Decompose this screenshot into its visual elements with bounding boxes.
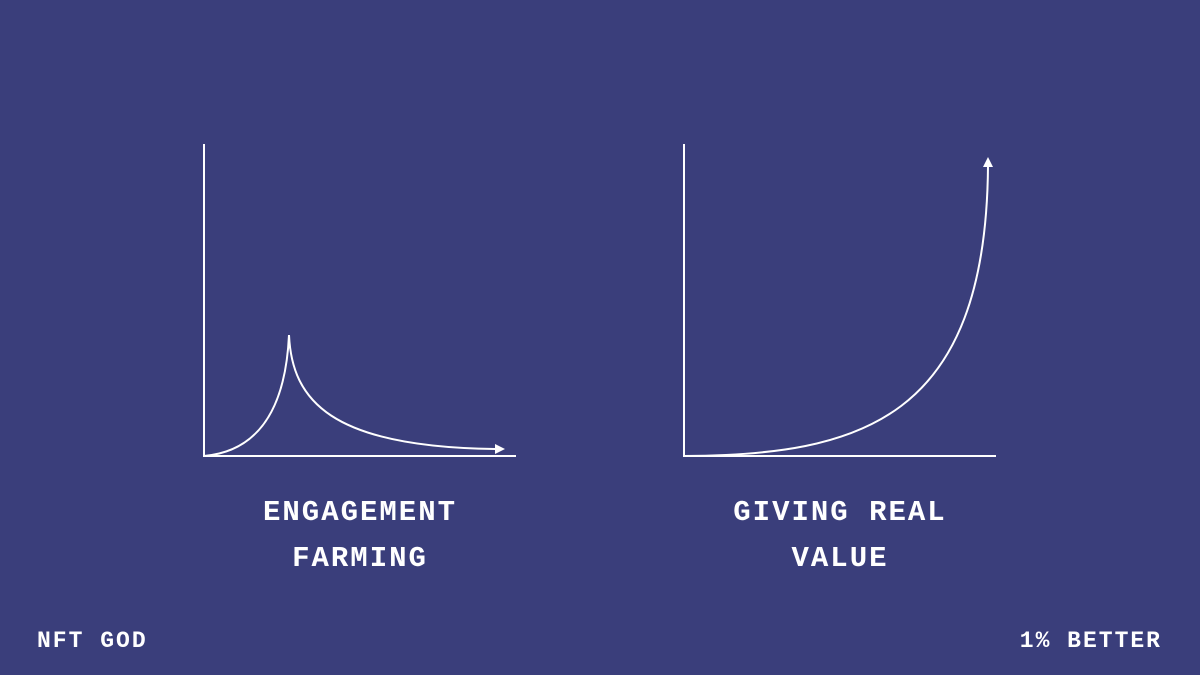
engagement-graph xyxy=(203,144,516,457)
growth-curve xyxy=(683,165,989,457)
caption-line: FARMING xyxy=(292,542,428,575)
caption-line: GIVING REAL xyxy=(733,496,947,529)
spike-curve xyxy=(203,334,496,457)
value-graph xyxy=(683,144,996,457)
footer-tagline: 1% BETTER xyxy=(1019,628,1162,654)
arrowhead xyxy=(983,157,993,167)
arrowhead xyxy=(495,444,505,454)
caption-line: VALUE xyxy=(791,542,889,575)
footer-brand: NFT GOD xyxy=(37,628,148,654)
caption-line: ENGAGEMENT xyxy=(262,496,458,529)
